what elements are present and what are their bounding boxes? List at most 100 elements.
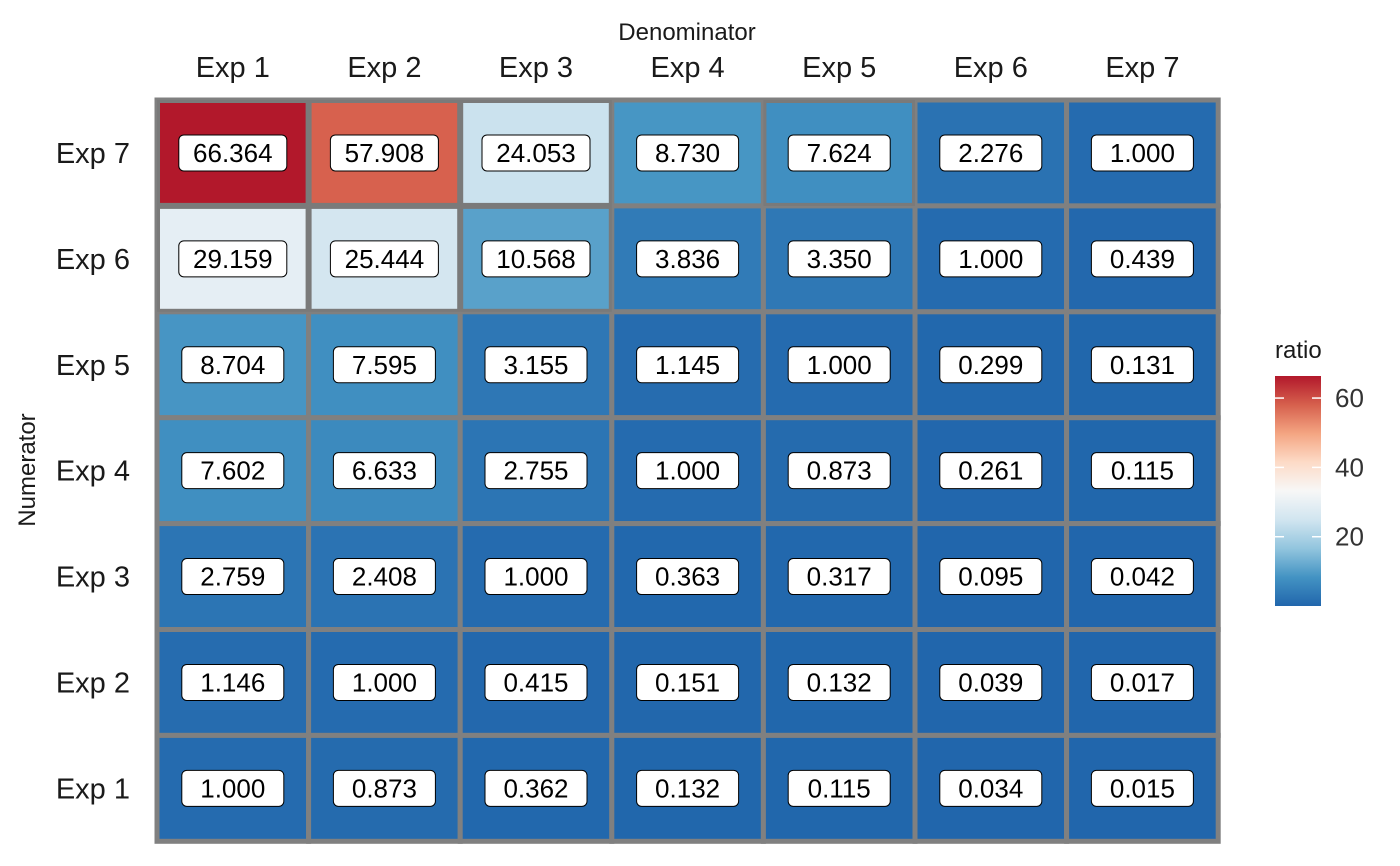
cell-label-box bbox=[939, 134, 1043, 172]
cell-value-label: 0.873 bbox=[807, 456, 872, 486]
cell-value-label: 8.704 bbox=[200, 350, 265, 380]
cell-label-box bbox=[939, 346, 1043, 384]
cell-label-box bbox=[332, 558, 436, 596]
cell-value-label: 0.017 bbox=[1110, 667, 1175, 697]
cell-label-box bbox=[484, 452, 588, 490]
legend-tick-label: 20 bbox=[1335, 522, 1364, 552]
cell-label-box bbox=[1090, 452, 1194, 490]
cell-label-box bbox=[484, 769, 588, 807]
cell-label-box bbox=[484, 346, 588, 384]
cell-value-label: 0.261 bbox=[958, 456, 1023, 486]
cell-value-label: 2.408 bbox=[352, 562, 417, 592]
cell-label-box bbox=[332, 452, 436, 490]
cell-value-label: 1.000 bbox=[958, 244, 1023, 274]
cell-value-label: 66.364 bbox=[193, 138, 273, 168]
cell-label-box bbox=[636, 134, 740, 172]
cell-label-box bbox=[484, 558, 588, 596]
x-tick-label: Exp 5 bbox=[802, 52, 876, 84]
cell-value-labels: 66.364 57.908 24.053 8.730 7.624 2.276 1.000 29… bbox=[178, 134, 1194, 807]
cell-value-label: 8.730 bbox=[655, 138, 720, 168]
cell-label-box bbox=[181, 558, 285, 596]
cell-value-label: 7.595 bbox=[352, 350, 417, 380]
cell-label-box bbox=[1090, 134, 1194, 172]
cell-label-box bbox=[181, 452, 285, 490]
cell-value-label: 57.908 bbox=[345, 138, 425, 168]
cell-value-label: 2.276 bbox=[958, 138, 1023, 168]
cell-label-box bbox=[787, 346, 891, 384]
highlighted-cell-borders bbox=[157, 100, 916, 312]
cell-value-label: 1.000 bbox=[200, 773, 265, 803]
cell-value-label: 3.350 bbox=[807, 244, 872, 274]
y-tick-label: Exp 5 bbox=[56, 350, 130, 382]
cell-value-label: 0.042 bbox=[1110, 562, 1175, 592]
cell-label-box bbox=[481, 134, 591, 172]
cell-value-label: 1.146 bbox=[200, 667, 265, 697]
highlighted-cell-border bbox=[460, 100, 612, 206]
cell-label-box bbox=[329, 240, 439, 278]
cell-label-box bbox=[178, 240, 288, 278]
cell-label-box bbox=[1090, 558, 1194, 596]
cell-value-label: 1.145 bbox=[655, 350, 720, 380]
cell-label-box bbox=[939, 769, 1043, 807]
cell-value-label: 6.633 bbox=[352, 456, 417, 486]
cell-label-box bbox=[636, 346, 740, 384]
y-tick-label: Exp 1 bbox=[56, 773, 130, 805]
legend-color-bar bbox=[1275, 376, 1321, 606]
x-tick-label: Exp 4 bbox=[651, 52, 725, 84]
y-tick-label: Exp 3 bbox=[56, 562, 130, 594]
x-axis-title: Denominator bbox=[618, 19, 755, 46]
cell-value-label: 0.132 bbox=[655, 773, 720, 803]
cell-label-box bbox=[787, 558, 891, 596]
cell-value-label: 7.602 bbox=[200, 456, 265, 486]
y-tick-label: Exp 4 bbox=[56, 456, 130, 488]
legend-tick-label: 60 bbox=[1335, 383, 1364, 413]
y-tick-label: Exp 6 bbox=[56, 244, 130, 276]
cell-value-label: 3.836 bbox=[655, 244, 720, 274]
cell-value-label: 1.000 bbox=[503, 562, 568, 592]
cell-label-box bbox=[181, 663, 285, 701]
cell-value-label: 10.568 bbox=[496, 244, 576, 274]
cell-label-box bbox=[636, 663, 740, 701]
highlighted-cell-border bbox=[460, 205, 612, 312]
cell-value-label: 3.155 bbox=[503, 350, 568, 380]
cell-value-label: 0.317 bbox=[807, 562, 872, 592]
cell-label-box bbox=[636, 558, 740, 596]
cell-label-box bbox=[332, 663, 436, 701]
cell-value-label: 24.053 bbox=[496, 138, 576, 168]
y-axis-tick-labels: Exp 7 Exp 6 Exp 5 Exp 4 Exp 3 Exp 2 Exp 1 bbox=[56, 138, 130, 805]
cell-value-label: 25.444 bbox=[345, 244, 425, 274]
cell-value-label: 0.131 bbox=[1110, 350, 1175, 380]
highlighted-cell-border bbox=[157, 100, 309, 206]
cell-value-label: 1.000 bbox=[352, 667, 417, 697]
cell-label-box bbox=[1090, 769, 1194, 807]
cell-value-label: 0.439 bbox=[1110, 244, 1175, 274]
cell-value-label: 0.015 bbox=[1110, 773, 1175, 803]
cell-label-box bbox=[787, 769, 891, 807]
cell-label-box bbox=[939, 452, 1043, 490]
cell-label-box bbox=[1090, 240, 1194, 278]
color-legend: ratio 20 40 60 bbox=[1275, 337, 1364, 606]
cell-value-label: 0.132 bbox=[807, 667, 872, 697]
cell-label-box bbox=[181, 769, 285, 807]
cell-value-label: 2.759 bbox=[200, 562, 265, 592]
highlighted-cell-border bbox=[308, 100, 461, 206]
y-axis-title: Numerator bbox=[14, 413, 41, 526]
cell-value-label: 0.095 bbox=[958, 562, 1023, 592]
cell-label-box bbox=[787, 240, 891, 278]
cell-label-box bbox=[178, 134, 288, 172]
cell-label-box bbox=[1090, 346, 1194, 384]
cell-label-box bbox=[481, 240, 591, 278]
x-axis-tick-labels: Exp 1 Exp 2 Exp 3 Exp 4 Exp 5 Exp 6 Exp 7 bbox=[196, 52, 1180, 84]
y-tick-label: Exp 2 bbox=[56, 667, 130, 699]
cell-value-label: 0.362 bbox=[503, 773, 568, 803]
highlighted-cell-border bbox=[763, 100, 916, 206]
cell-label-box bbox=[939, 663, 1043, 701]
cell-value-label: 2.755 bbox=[503, 456, 568, 486]
cell-value-label: 1.000 bbox=[1110, 138, 1175, 168]
cell-value-label: 1.000 bbox=[807, 350, 872, 380]
cell-value-label: 0.873 bbox=[352, 773, 417, 803]
x-tick-label: Exp 6 bbox=[954, 52, 1028, 84]
cell-label-box bbox=[636, 769, 740, 807]
cell-label-box bbox=[636, 240, 740, 278]
